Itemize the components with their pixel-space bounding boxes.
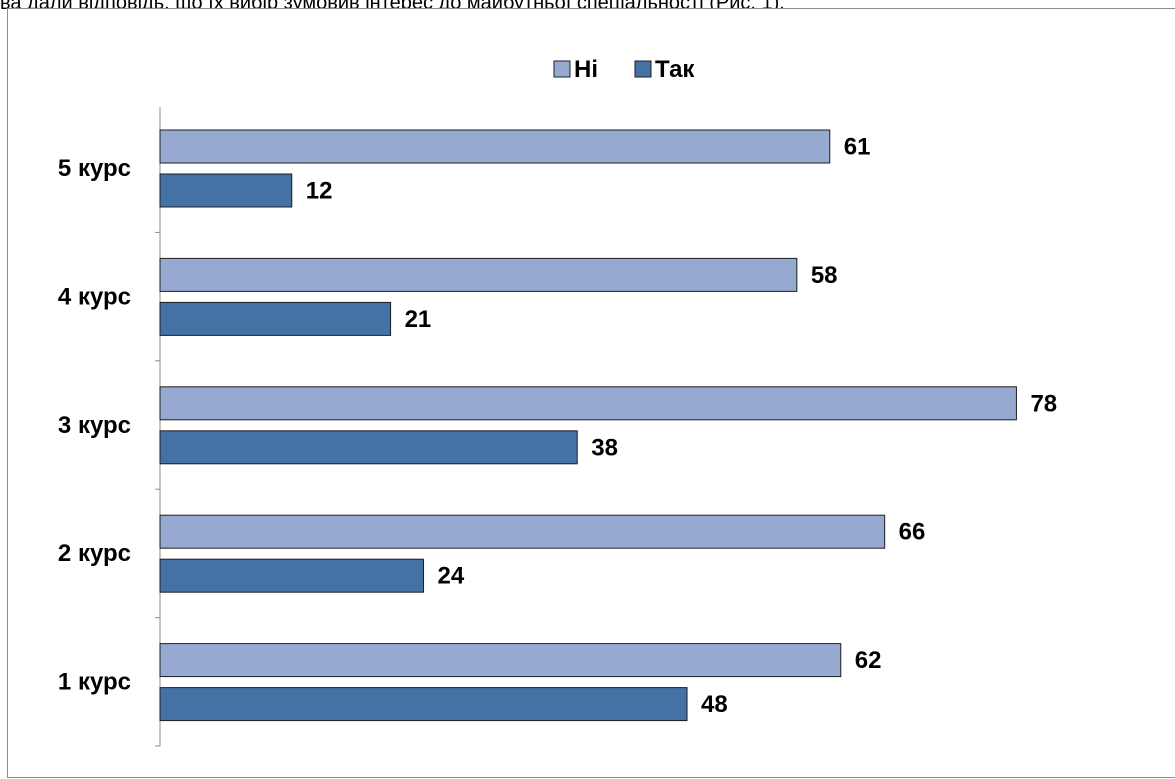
bar-ni (159, 129, 831, 164)
bar-tak (159, 173, 293, 208)
legend: Ні Так (553, 56, 695, 83)
data-label: 48 (701, 691, 728, 718)
data-label: 62 (855, 647, 882, 674)
data-label: 12 (306, 178, 333, 205)
legend-swatch (553, 60, 571, 78)
bars (159, 129, 1017, 722)
legend-swatch (634, 60, 652, 78)
bar-chart: Ні Так 5 курс 61 12 4 курс 58 21 3 курс 78 38 2 ку… (58, 56, 1057, 747)
bar-ni (159, 386, 1017, 421)
bar-tak (159, 430, 578, 465)
category-label: 4 курс (58, 283, 131, 310)
bar-tak (159, 558, 425, 593)
data-label: 66 (899, 519, 926, 546)
data-label: 58 (811, 262, 838, 289)
legend-label: Ні (574, 56, 598, 83)
legend-item-ni: Ні (553, 56, 598, 83)
bar-ni (159, 643, 842, 678)
data-label: 24 (438, 563, 465, 590)
bar-ni (159, 514, 886, 549)
category-label: 2 курс (58, 540, 131, 567)
bar-tak (159, 687, 688, 722)
data-label: 21 (405, 306, 432, 333)
legend-label: Так (655, 56, 695, 83)
chart-axis (155, 107, 161, 747)
category-label: 1 курс (58, 669, 131, 696)
labels: 5 курс 61 12 4 курс 58 21 3 курс 78 38 2 курс 66 24… (58, 134, 1057, 719)
bar-tak (159, 301, 392, 336)
legend-item-tak: Так (634, 56, 695, 83)
bar-ni (159, 257, 798, 292)
category-label: 5 курс (58, 155, 131, 182)
data-label: 38 (591, 434, 618, 461)
chart-frame: Ні Так 5 курс 61 12 4 курс 58 21 3 курс 78 38 2 ку… (7, 8, 1175, 778)
category-label: 3 курс (58, 412, 131, 439)
data-label: 78 (1030, 390, 1057, 417)
data-label: 61 (844, 134, 871, 161)
